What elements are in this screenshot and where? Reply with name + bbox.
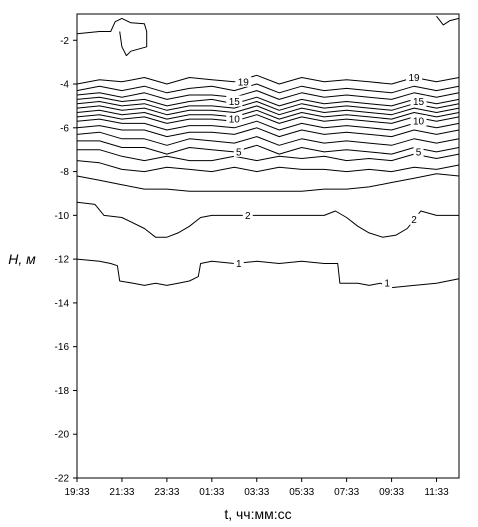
contour-line [76, 201, 459, 238]
contour-line [76, 96, 460, 107]
contour-label-background [382, 277, 393, 289]
contour-line [76, 173, 460, 192]
contour-line [77, 149, 460, 162]
contour-line [76, 74, 460, 85]
y-tick-label: -18 [55, 386, 70, 397]
plot-frame [76, 13, 460, 479]
contour-label: 1 [384, 279, 390, 290]
contour-line [76, 83, 460, 94]
y-tick-label: -6 [60, 123, 69, 134]
x-tick-label: 09:33 [379, 487, 404, 498]
contour-line [119, 31, 148, 57]
contour-label-background [235, 75, 252, 87]
y-tick-label: -12 [55, 255, 70, 266]
contour-label-background [410, 95, 427, 107]
contour-line [76, 131, 460, 146]
contour-line [76, 109, 460, 120]
y-tick-label: -2 [60, 36, 69, 47]
contour-label: 19 [408, 73, 420, 84]
contour-line [76, 125, 460, 138]
contour-label: 15 [229, 97, 241, 108]
contour-line [76, 17, 148, 35]
contour-label-background [413, 145, 424, 157]
x-tick-label: 19:33 [64, 487, 89, 498]
contour-label: 2 [411, 215, 417, 226]
contour-label: 5 [236, 147, 242, 158]
y-tick-label: -20 [55, 430, 70, 441]
y-tick-label: -14 [55, 298, 70, 309]
x-tick-label: 03:33 [244, 487, 269, 498]
contour-line [76, 101, 460, 111]
y-tick-label: -10 [55, 211, 70, 222]
contour-label-background [233, 145, 244, 157]
contour-label-background [226, 95, 243, 107]
contour-label: 5 [416, 147, 422, 158]
contour-line [76, 160, 460, 173]
contour-label-background [409, 213, 420, 225]
contour-line [76, 258, 460, 289]
contour-label: 10 [229, 115, 241, 126]
contour-line [76, 114, 460, 124]
contour-label-background [406, 71, 423, 83]
y-tick-label: -16 [55, 342, 70, 353]
contour-label: 1 [236, 259, 242, 270]
contour-line [76, 90, 460, 100]
x-tick-label: 01:33 [199, 487, 224, 498]
y-axis-label: H, м [8, 251, 36, 267]
x-tick-label: 23:33 [154, 487, 179, 498]
x-tick-label: 21:33 [109, 487, 134, 498]
x-axis: 19:33 21:33 23:33 01:33 03:33 05:33 07:33 09:33… [64, 478, 449, 498]
x-axis-label: t, чч:мм:сс [224, 506, 291, 522]
contour-label-background [410, 115, 427, 127]
contour-label-background [226, 113, 243, 125]
contour-line [76, 105, 460, 116]
x-tick-label: 11:33 [424, 487, 449, 498]
contour-label-background [242, 209, 253, 221]
contour-label: 10 [413, 117, 425, 128]
contour-label: 15 [413, 97, 425, 108]
contour-label-background [233, 257, 244, 269]
contour-label: 19 [238, 77, 250, 88]
y-tick-label: -8 [60, 167, 69, 178]
y-axis: -2 -4 -6 -8 -10 -12 -14 -16 -18 -20 -22 [55, 36, 77, 485]
contour-label: 2 [245, 211, 251, 222]
contour-labels: 19 19 15 15 10 10 5 5 2 2 1 1 [226, 71, 427, 290]
contour-lines [76, 15, 460, 289]
contour-line [76, 118, 460, 131]
x-tick-label: 05:33 [289, 487, 314, 498]
x-tick-label: 07:33 [334, 487, 359, 498]
y-tick-label: -22 [55, 474, 70, 485]
y-tick-label: -4 [60, 80, 69, 91]
contour-line [436, 15, 460, 26]
contour-line [77, 140, 460, 155]
